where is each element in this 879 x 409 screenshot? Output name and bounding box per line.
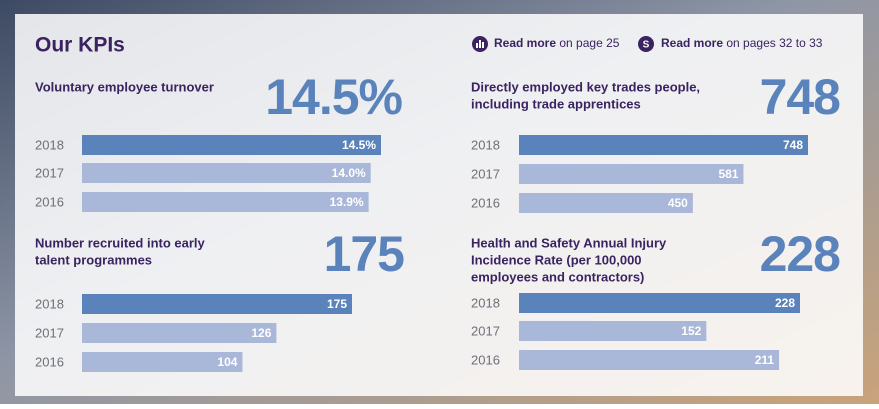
kpi-title: including trade apprentices [471,96,641,111]
year-label: 2016 [35,194,64,209]
bar [82,192,369,212]
year-label: 2018 [471,137,500,152]
value-label: 581 [718,167,738,181]
read-more[interactable]: Read more [661,36,723,50]
value-label: 14.5% [342,138,376,152]
read-more[interactable]: Read more [494,36,556,50]
kpi-headline: 748 [760,69,841,125]
value-label: 175 [327,297,347,311]
kpi-title: Voluntary employee turnover [35,79,214,94]
kpi-title: talent programmes [35,252,152,267]
bar [519,293,800,313]
value-label: 152 [681,324,701,338]
page-ref[interactable]: on page 25 [559,36,619,50]
read-more-link[interactable]: Read more on pages 32 to 33 [661,36,823,50]
page-title: Our KPIs [35,34,125,57]
bar [82,135,381,155]
year-label: 2017 [35,165,64,180]
value-label: 228 [775,296,795,310]
kpi-headline: 228 [760,226,841,282]
year-label: 2017 [471,323,500,338]
page-ref[interactable]: on pages 32 to 33 [726,36,822,50]
value-label: 748 [783,138,803,152]
value-label: 14.0% [332,166,366,180]
bar [519,321,707,341]
kpi-title: Number recruited into early [35,235,206,250]
value-label: 211 [755,353,775,367]
kpi-title: Health and Safety Annual Injury [471,235,667,250]
kpi-headline: 14.5% [265,69,402,125]
icon-bar [476,43,478,48]
bar [519,193,693,213]
kpi-title: employees and contractors) [471,269,644,284]
kpi-title: Directly employed key trades people, [471,79,700,94]
icon-s [638,36,654,52]
value-label: 13.9% [330,195,364,209]
year-label: 2018 [35,296,64,311]
bar [519,164,744,184]
bar [519,350,780,370]
value-label: 126 [251,326,271,340]
value-label: 104 [217,355,237,369]
year-label: 2016 [471,195,500,210]
icon-bar [479,40,481,48]
icon-bar [482,42,484,48]
icon-letter: S [643,40,650,51]
year-label: 2016 [35,354,64,369]
year-label: 2018 [35,137,64,152]
year-label: 2018 [471,295,500,310]
year-label: 2016 [471,352,500,367]
bar [82,294,352,314]
kpi-title: Incidence Rate (per 100,000 [471,252,642,267]
read-more-link[interactable]: Read more on page 25 [494,36,620,50]
bar [82,323,277,343]
kpi-headline: 175 [324,226,405,282]
bar [519,135,808,155]
value-label: 450 [668,196,688,210]
year-label: 2017 [471,166,500,181]
bar [82,352,243,372]
year-label: 2017 [35,325,64,340]
bar [82,163,371,183]
